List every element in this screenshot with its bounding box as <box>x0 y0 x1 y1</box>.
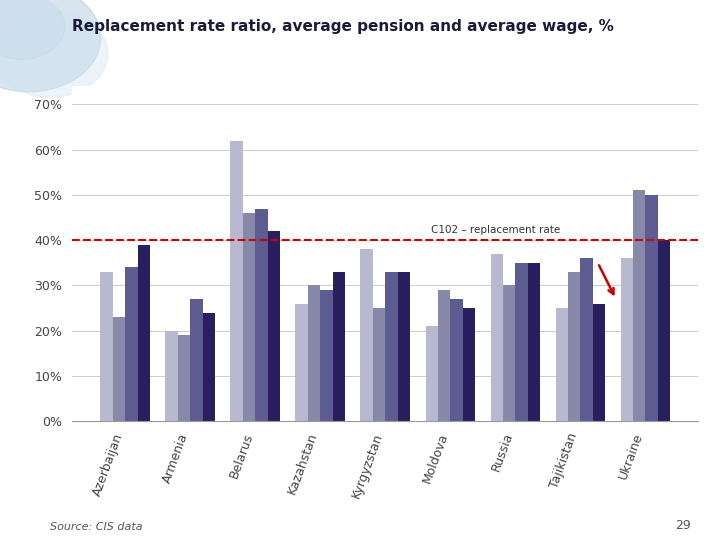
Bar <box>243 213 255 421</box>
Bar <box>556 308 568 421</box>
Text: Replacement rate ratio, average pension and average wage, %: Replacement rate ratio, average pension … <box>72 19 614 34</box>
Bar <box>202 313 215 421</box>
Bar <box>268 231 280 421</box>
Bar <box>113 317 125 421</box>
Bar <box>568 272 580 421</box>
Bar <box>503 286 516 421</box>
Bar <box>438 290 450 421</box>
Text: 29: 29 <box>675 519 691 532</box>
Bar <box>125 267 138 421</box>
Bar <box>373 308 385 421</box>
Bar <box>255 208 268 421</box>
Bar <box>450 299 462 421</box>
Bar <box>516 263 528 421</box>
Bar <box>385 272 397 421</box>
Bar <box>645 195 657 421</box>
Bar <box>308 286 320 421</box>
Bar <box>101 272 113 421</box>
Bar <box>166 330 178 421</box>
Bar <box>178 335 190 421</box>
Bar <box>528 263 540 421</box>
Bar <box>462 308 475 421</box>
Bar <box>593 303 605 421</box>
Bar <box>333 272 345 421</box>
Bar <box>230 141 243 421</box>
Bar <box>138 245 150 421</box>
Text: Source: CIS data: Source: CIS data <box>50 522 143 532</box>
Bar <box>361 249 373 421</box>
Bar <box>490 254 503 421</box>
Bar <box>426 326 438 421</box>
Bar <box>580 258 593 421</box>
Text: C102 – replacement rate: C102 – replacement rate <box>431 225 560 235</box>
Bar <box>320 290 333 421</box>
Bar <box>633 191 645 421</box>
Bar <box>657 240 670 421</box>
Bar <box>295 303 308 421</box>
Bar <box>190 299 202 421</box>
Bar <box>621 258 633 421</box>
Bar <box>397 272 410 421</box>
